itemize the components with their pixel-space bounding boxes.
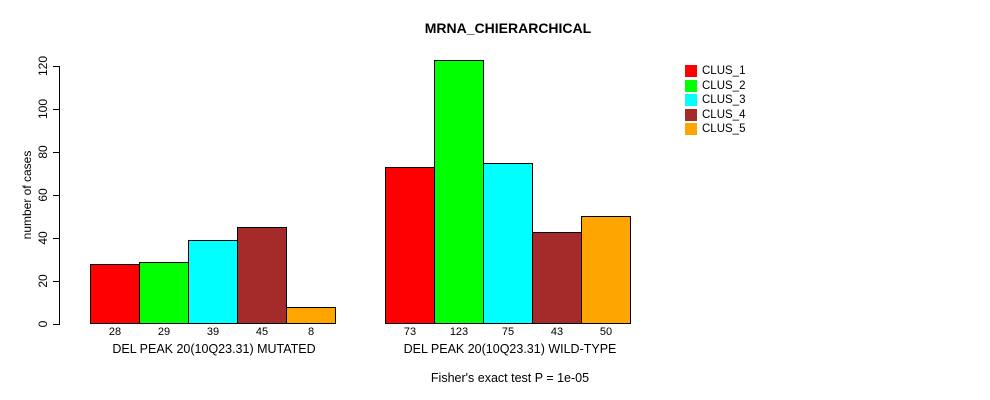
legend-label: CLUS_5 bbox=[702, 123, 746, 135]
bar-value-label: 29 bbox=[157, 326, 171, 338]
bar-clus_1-group1 bbox=[90, 264, 140, 324]
legend-label: CLUS_4 bbox=[702, 108, 746, 121]
y-tick-label: 100 bbox=[36, 98, 50, 120]
legend-entry-clus_4: CLUS_4 bbox=[685, 108, 746, 121]
y-tick-mark bbox=[53, 109, 59, 110]
bar-clus_4-group1 bbox=[237, 227, 287, 324]
y-tick-mark bbox=[53, 238, 59, 239]
y-tick-label: 60 bbox=[36, 188, 50, 202]
bar-value-label: 8 bbox=[307, 326, 315, 338]
y-tick-label: 0 bbox=[36, 320, 50, 328]
legend-label: CLUS_1 bbox=[702, 65, 746, 77]
bar-value-label: 123 bbox=[449, 326, 469, 338]
y-tick-label: 120 bbox=[36, 55, 50, 77]
stat-annotation: Fisher's exact test P = 1e-05 bbox=[430, 371, 590, 385]
chart-title: MRNA_CHIERARCHICAL bbox=[424, 20, 592, 36]
bar-value-label: 75 bbox=[501, 326, 515, 338]
legend-swatch bbox=[685, 108, 697, 121]
y-tick-mark bbox=[53, 195, 59, 196]
bar-value-label: 73 bbox=[403, 326, 417, 338]
legend-swatch bbox=[685, 94, 697, 106]
legend-label: CLUS_2 bbox=[702, 79, 746, 92]
legend-swatch bbox=[685, 65, 697, 77]
bar-value-label: 45 bbox=[255, 326, 269, 338]
bar-value-label: 43 bbox=[550, 326, 564, 338]
bar-clus_3-group1 bbox=[188, 240, 238, 324]
legend-entry-clus_1: CLUS_1 bbox=[685, 65, 745, 77]
y-tick-label: 80 bbox=[36, 145, 50, 159]
y-axis-title: number of cases bbox=[20, 150, 34, 240]
y-tick-label: 40 bbox=[36, 231, 50, 245]
bar-clus_5-group1 bbox=[286, 307, 336, 324]
y-tick-mark bbox=[53, 66, 59, 67]
bar-clus_2-group1 bbox=[139, 262, 189, 324]
legend-entry-clus_5: CLUS_5 bbox=[685, 123, 745, 135]
x-category-label-mutated: DEL PEAK 20(10Q23.31) MUTATED bbox=[112, 342, 316, 356]
legend-entry-clus_2: CLUS_2 bbox=[685, 79, 746, 92]
legend: CLUS_1 CLUS_2 CLUS_3 CLUS_4 CLUS_5 bbox=[685, 65, 745, 138]
legend-swatch bbox=[685, 79, 697, 92]
bar-clus_1-group2 bbox=[385, 167, 435, 324]
y-tick-label: 20 bbox=[36, 274, 50, 288]
legend-swatch bbox=[685, 123, 697, 135]
bar-value-label: 39 bbox=[206, 326, 220, 338]
bar-value-label: 50 bbox=[599, 326, 613, 338]
legend-label: CLUS_3 bbox=[702, 94, 746, 106]
legend-entry-clus_3: CLUS_3 bbox=[685, 94, 745, 106]
y-tick-mark bbox=[53, 281, 59, 282]
bar-value-label: 28 bbox=[108, 326, 122, 338]
bar-clus_4-group2 bbox=[532, 232, 582, 324]
x-category-label-wild-type: DEL PEAK 20(10Q23.31) WILD-TYPE bbox=[403, 342, 617, 356]
y-axis-line bbox=[59, 66, 60, 325]
y-tick-mark bbox=[53, 152, 59, 153]
bar-clus_5-group2 bbox=[581, 216, 631, 324]
bar-clus_3-group2 bbox=[483, 163, 533, 324]
y-tick-mark bbox=[53, 324, 59, 325]
bar-clus_2-group2 bbox=[434, 60, 484, 324]
